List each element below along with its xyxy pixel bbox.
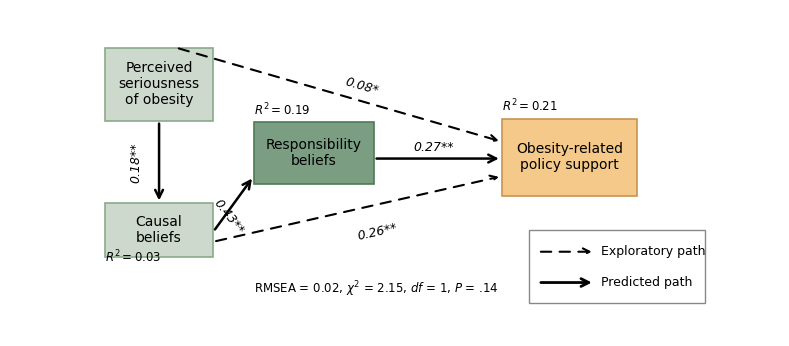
Text: 0.08*: 0.08*	[344, 75, 380, 97]
Text: 0.27**: 0.27**	[413, 141, 454, 154]
Text: Causal
beliefs: Causal beliefs	[136, 215, 182, 245]
Text: Exploratory path: Exploratory path	[601, 245, 705, 258]
FancyBboxPatch shape	[253, 122, 374, 184]
FancyBboxPatch shape	[529, 230, 705, 303]
Text: 0.43**: 0.43**	[211, 197, 246, 237]
Text: Perceived
seriousness
of obesity: Perceived seriousness of obesity	[118, 61, 200, 108]
Text: Predicted path: Predicted path	[601, 276, 692, 289]
Text: $R^2 = 0.03$: $R^2 = 0.03$	[105, 248, 161, 265]
Text: Responsibility
beliefs: Responsibility beliefs	[266, 138, 361, 168]
FancyBboxPatch shape	[105, 48, 213, 121]
Text: $R^2 = 0.21$: $R^2 = 0.21$	[502, 98, 557, 115]
Text: RMSEA = 0.02, $\chi^2$ = 2.15, $df$ = 1, $P$ = .14: RMSEA = 0.02, $\chi^2$ = 2.15, $df$ = 1,…	[253, 280, 498, 299]
Text: 0.18**: 0.18**	[129, 143, 142, 183]
FancyBboxPatch shape	[105, 203, 213, 257]
Text: Obesity-related
policy support: Obesity-related policy support	[516, 142, 623, 172]
Text: $R^2 = 0.19$: $R^2 = 0.19$	[253, 102, 310, 119]
FancyBboxPatch shape	[502, 119, 638, 195]
Text: 0.26**: 0.26**	[357, 222, 398, 243]
